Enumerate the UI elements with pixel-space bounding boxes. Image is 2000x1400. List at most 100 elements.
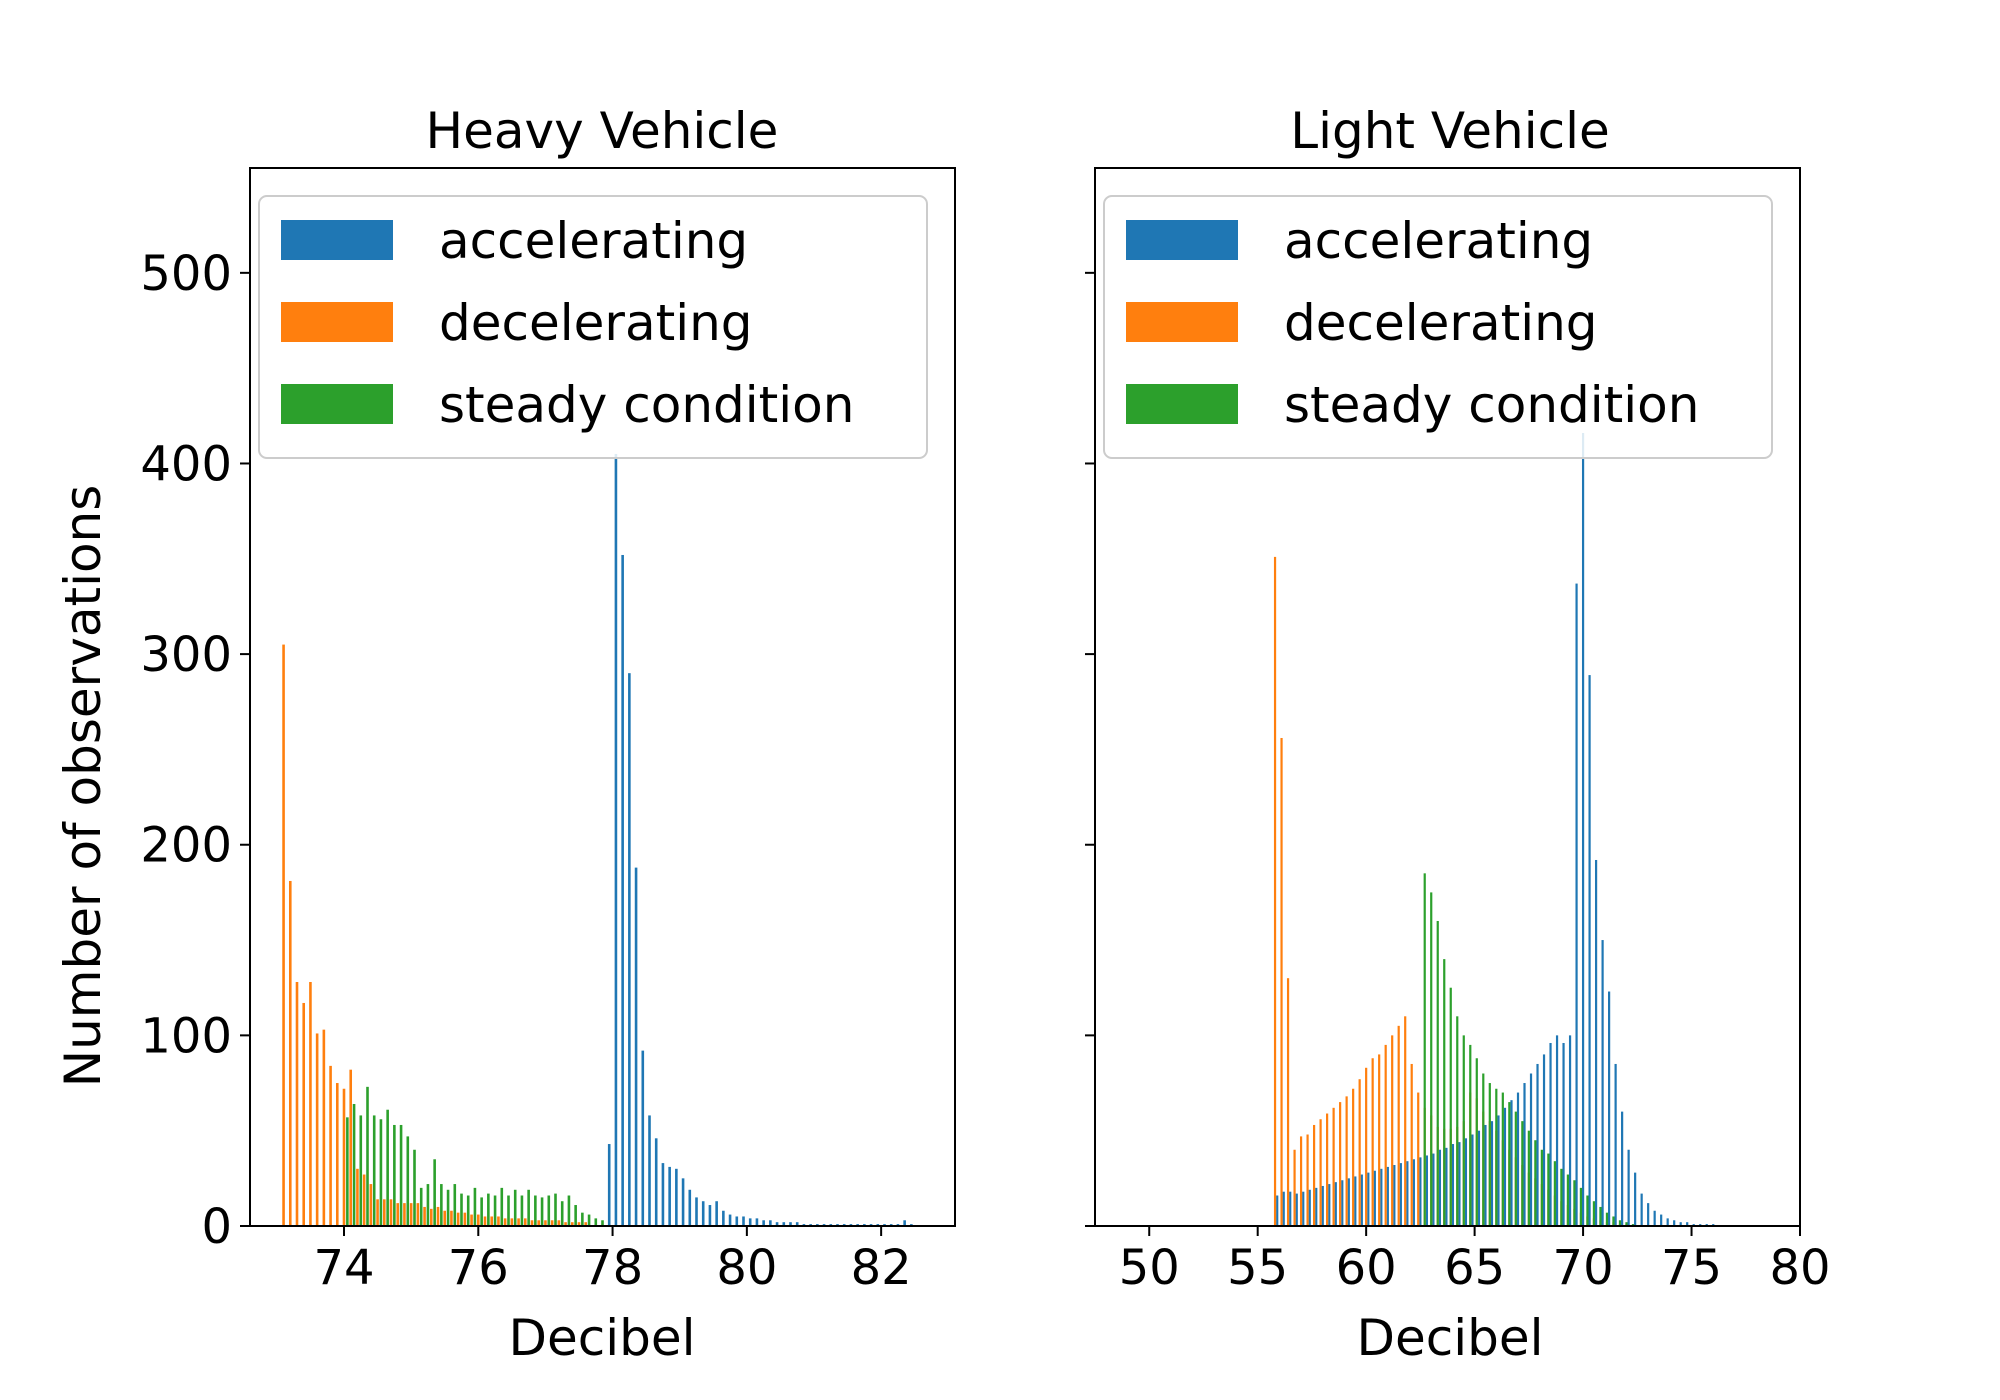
bar — [614, 453, 618, 1226]
bar — [1484, 1124, 1487, 1226]
bar — [587, 1214, 591, 1226]
y-tick-label: 0 — [201, 1199, 232, 1255]
legend-swatch — [281, 220, 393, 260]
bar — [416, 1203, 420, 1226]
bar — [1599, 1206, 1602, 1226]
bar — [1391, 1035, 1394, 1226]
bar — [1618, 1220, 1622, 1226]
bar — [695, 1197, 698, 1226]
bar — [648, 1115, 651, 1226]
bar — [413, 1149, 416, 1226]
bar — [1432, 1153, 1435, 1226]
bar — [1412, 1159, 1415, 1226]
bar — [1634, 1172, 1637, 1226]
bar — [386, 1109, 389, 1226]
bar — [1534, 1140, 1537, 1226]
legend-label: decelerating — [439, 294, 753, 352]
legend-label: accelerating — [439, 212, 748, 270]
bar — [634, 867, 638, 1226]
bar — [1445, 1147, 1448, 1226]
bar — [389, 1199, 393, 1226]
y-tick-label: 200 — [140, 818, 232, 874]
bar — [775, 1222, 779, 1226]
bar — [1321, 1185, 1324, 1226]
light-vehicle-chart: Light Vehicle Decibel 50 55 60 65 70 75 80 acce… — [1085, 102, 1831, 1367]
bar — [513, 1189, 517, 1226]
bar — [1462, 1035, 1465, 1226]
bar — [1573, 1180, 1576, 1226]
bar — [1417, 1092, 1420, 1226]
series-steady-condition — [346, 1086, 604, 1226]
x-tick-label: 78 — [582, 1240, 643, 1296]
bar — [795, 1222, 799, 1226]
bar — [396, 1203, 400, 1226]
y-tick-label: 400 — [140, 436, 232, 492]
legend-swatch — [281, 302, 393, 342]
bar — [393, 1124, 396, 1226]
bar — [641, 1050, 645, 1226]
bar — [315, 1033, 319, 1226]
bar — [654, 1138, 658, 1226]
legend: accelerating decelerating steady condition — [1103, 195, 1773, 459]
bar — [288, 880, 292, 1226]
bar — [560, 1201, 564, 1226]
bar — [1566, 1174, 1569, 1226]
bar — [728, 1214, 732, 1226]
bar — [460, 1193, 463, 1226]
bar — [1380, 1168, 1383, 1226]
bar — [668, 1166, 671, 1226]
bar — [1510, 1100, 1513, 1226]
x-axis: 74 76 78 80 82 — [313, 1226, 912, 1296]
bar — [1608, 991, 1611, 1226]
bar — [1579, 1187, 1583, 1226]
bar — [1354, 1176, 1357, 1226]
bar — [409, 1203, 413, 1226]
bar — [366, 1086, 369, 1226]
bar — [503, 1218, 507, 1226]
bar — [1393, 1165, 1396, 1226]
bar — [735, 1216, 739, 1226]
bar — [1365, 1067, 1368, 1226]
bar — [1373, 1170, 1376, 1226]
bar — [1456, 1016, 1459, 1226]
bar — [436, 1206, 440, 1226]
bar — [1497, 1115, 1500, 1226]
bar — [1308, 1189, 1311, 1226]
bar — [594, 1218, 598, 1226]
bar — [1273, 556, 1277, 1226]
bar — [550, 1220, 554, 1226]
bar — [1516, 1092, 1520, 1226]
bar — [1542, 1054, 1546, 1226]
bar — [1386, 1166, 1389, 1226]
bar — [1560, 1168, 1563, 1226]
bar — [1553, 1161, 1556, 1226]
bar — [1471, 1134, 1474, 1226]
bar — [1419, 1157, 1422, 1226]
y-axis — [1085, 271, 1095, 1227]
bar — [1397, 1025, 1400, 1226]
bar — [1276, 1195, 1279, 1226]
bar — [362, 1174, 366, 1226]
bar — [1404, 1016, 1407, 1226]
bar — [688, 1189, 692, 1226]
bar — [352, 1104, 356, 1226]
bar — [1306, 1134, 1309, 1226]
bar — [1312, 1124, 1316, 1226]
bar — [537, 1220, 541, 1226]
bar — [1469, 1044, 1472, 1226]
bar — [372, 1115, 376, 1226]
bar — [497, 1216, 500, 1226]
y-tick-label: 300 — [140, 627, 232, 683]
bar — [722, 1210, 725, 1226]
x-tick-label: 80 — [1769, 1240, 1830, 1296]
legend-box — [1103, 195, 1773, 459]
bar — [1339, 1102, 1342, 1226]
bar — [470, 1214, 473, 1226]
legend: accelerating decelerating steady condition — [258, 195, 928, 459]
bar — [1488, 1083, 1491, 1226]
bar — [282, 644, 285, 1226]
legend-swatch — [281, 384, 393, 424]
bar — [1293, 1149, 1296, 1226]
legend-swatch — [1126, 220, 1238, 260]
